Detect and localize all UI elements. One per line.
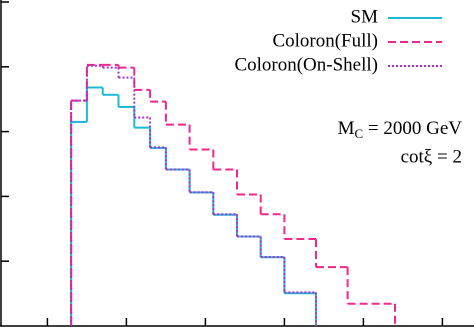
annotation: cotξ = 2 xyxy=(401,146,462,167)
legend-label: Coloron(Full) xyxy=(272,30,378,51)
annotation-part: M xyxy=(338,118,355,139)
legend-label: SM xyxy=(351,6,379,27)
annotation: MC = 2000 GeV xyxy=(338,118,463,141)
annotation-subscript: C xyxy=(354,126,363,141)
plot-area xyxy=(70,63,396,326)
legend-label: Coloron(On-Shell) xyxy=(234,54,378,75)
annotation-part: = 2000 GeV xyxy=(363,118,462,139)
